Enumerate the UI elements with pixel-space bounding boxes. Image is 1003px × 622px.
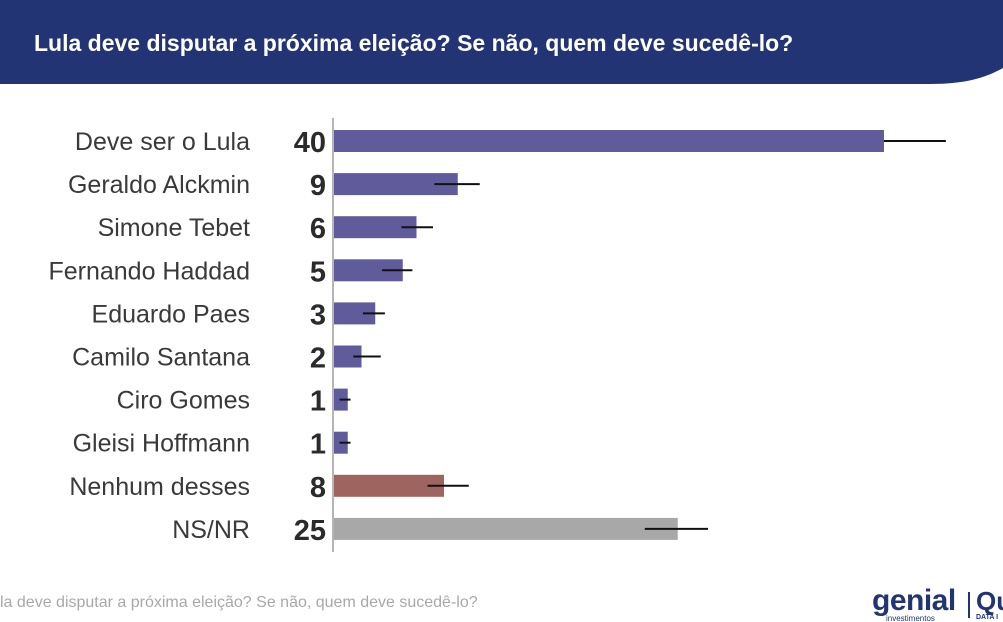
data-label: 1 xyxy=(310,386,326,418)
category-label: Camilo Santana xyxy=(72,344,250,372)
bar xyxy=(334,474,444,497)
partner-logo-subtext: DATA I xyxy=(976,614,999,621)
partner-logo-mark: Qu xyxy=(976,588,1003,616)
data-label: 8 xyxy=(310,472,326,504)
category-label: Ciro Gomes xyxy=(117,387,250,415)
category-label: Gleisi Hoffmann xyxy=(73,430,250,458)
bar xyxy=(334,345,362,368)
bar xyxy=(334,517,678,540)
bar xyxy=(334,259,403,282)
category-label: Eduardo Paes xyxy=(92,300,250,328)
bar xyxy=(334,302,376,325)
header-banner xyxy=(0,0,1003,84)
category-label: Simone Tebet xyxy=(98,214,250,242)
brand-logo: genial investimentos Qu DATA I xyxy=(872,588,1003,622)
data-label: 2 xyxy=(310,343,326,375)
bar xyxy=(334,130,884,152)
category-label: Geraldo Alckmin xyxy=(68,171,250,199)
category-label: Nenhum desses xyxy=(69,473,250,501)
data-label: 9 xyxy=(310,170,326,202)
data-label: 3 xyxy=(310,299,326,331)
category-label: NS/NR xyxy=(172,516,250,544)
category-label: Deve ser o Lula xyxy=(75,128,250,156)
data-label: 1 xyxy=(310,429,326,461)
bar xyxy=(334,216,417,239)
bar-chart: Deve ser o Lula 40 Geraldo Alckmin 9 Simone … xyxy=(48,118,946,552)
data-label: 40 xyxy=(294,127,326,159)
footer-question-text: la deve disputar a próxima eleição? Se n… xyxy=(0,594,478,611)
logo-subtext: investimentos xyxy=(886,614,935,622)
page-title: Lula deve disputar a próxima eleição? Se… xyxy=(34,30,794,56)
data-label: 5 xyxy=(310,256,326,288)
logo-wordmark: genial xyxy=(872,588,956,617)
data-label: 25 xyxy=(294,515,326,547)
logo-divider xyxy=(968,592,970,618)
header-curve-shape xyxy=(0,68,1003,110)
category-label: Fernando Haddad xyxy=(48,257,250,285)
bar xyxy=(334,173,458,196)
data-label: 6 xyxy=(310,213,326,245)
